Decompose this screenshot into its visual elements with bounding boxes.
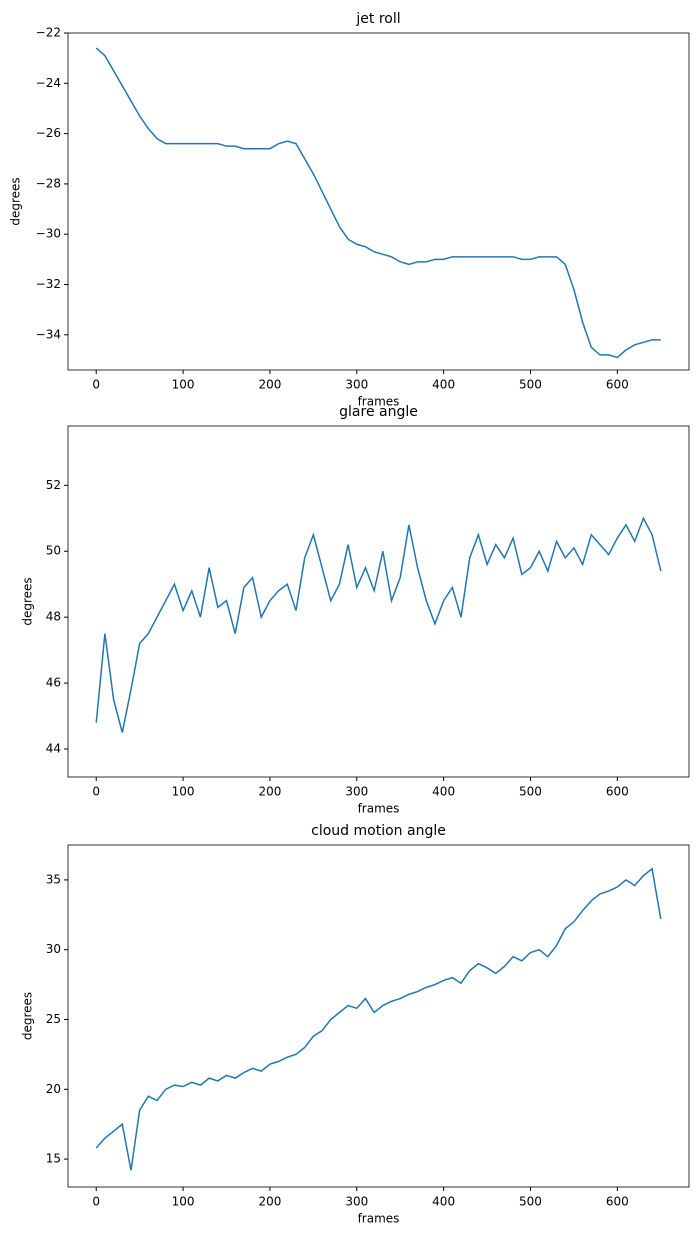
y-tick-label: −30 — [36, 227, 61, 241]
axes-frame — [67, 32, 690, 371]
y-tick-label: −26 — [36, 126, 61, 140]
x-tick-label: 600 — [606, 1195, 629, 1209]
y-tick-label: 35 — [46, 872, 61, 886]
y-tick-label: 25 — [46, 1012, 61, 1026]
x-tick-label: 300 — [345, 785, 368, 799]
data-line — [95, 867, 662, 1171]
x-axis-label: frames — [358, 1212, 400, 1226]
y-tick-label: 44 — [46, 741, 61, 755]
x-tick-label: 300 — [345, 1195, 368, 1209]
y-tick-label: 52 — [46, 478, 61, 492]
y-tick-label: 15 — [46, 1152, 61, 1166]
x-tick-label: 500 — [519, 785, 542, 799]
x-tick-label: 600 — [606, 378, 629, 392]
data-line — [95, 516, 662, 733]
x-tick-label: 200 — [258, 378, 281, 392]
y-axis-label: degrees — [9, 177, 23, 225]
x-tick-label: 0 — [92, 1195, 100, 1209]
x-axis-label: frames — [358, 802, 400, 816]
x-tick-label: 100 — [172, 785, 195, 799]
y-axis-label: degrees — [21, 577, 35, 625]
y-tick-label: −34 — [36, 327, 61, 341]
x-tick-label: 500 — [519, 378, 542, 392]
x-tick-label: 100 — [172, 378, 195, 392]
y-tick-label: −28 — [36, 176, 61, 190]
y-axis-label: degrees — [21, 992, 35, 1040]
y-tick-label: −22 — [36, 26, 61, 40]
axes-frame — [67, 844, 690, 1188]
x-tick-label: 400 — [432, 785, 455, 799]
chart-title: cloud motion angle — [311, 823, 446, 839]
x-tick-label: 400 — [432, 1195, 455, 1209]
chart-title: jet roll — [355, 11, 400, 27]
y-tick-label: 48 — [46, 610, 61, 624]
axes-frame — [67, 425, 690, 778]
x-tick-label: 200 — [258, 1195, 281, 1209]
x-tick-label: 0 — [92, 785, 100, 799]
x-tick-label: 0 — [92, 378, 100, 392]
y-tick-label: 20 — [46, 1082, 61, 1096]
data-line — [95, 47, 661, 359]
y-tick-label: −32 — [36, 277, 61, 291]
y-tick-label: 30 — [46, 942, 61, 956]
y-tick-label: 50 — [46, 544, 61, 558]
chart-title: glare angle — [339, 404, 418, 420]
x-tick-label: 600 — [606, 785, 629, 799]
x-tick-label: 200 — [258, 785, 281, 799]
y-tick-label: −24 — [36, 76, 61, 90]
x-tick-label: 500 — [519, 1195, 542, 1209]
x-tick-label: 400 — [432, 378, 455, 392]
x-tick-label: 100 — [172, 1195, 195, 1209]
x-tick-label: 300 — [345, 378, 368, 392]
x-axis-label: frames — [358, 395, 400, 409]
y-tick-label: 46 — [46, 676, 61, 690]
